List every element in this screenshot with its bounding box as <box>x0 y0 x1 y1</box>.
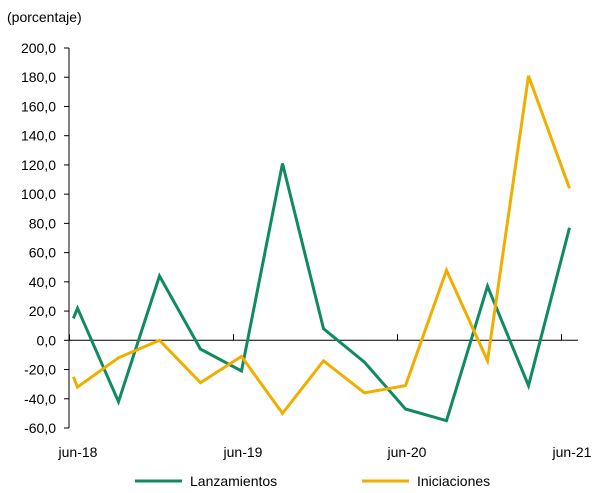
x-axis: jun-18 jun-19 jun-20 jun-21 <box>58 334 592 460</box>
y-tick-label: 0,0 <box>37 332 57 348</box>
y-tick-label: 120,0 <box>21 157 56 173</box>
legend-label: Iniciaciones <box>417 473 490 489</box>
y-tick-label: 180,0 <box>21 69 56 85</box>
y-tick-label: -20,0 <box>24 362 56 378</box>
y-tick-label: 80,0 <box>29 215 56 231</box>
x-tick-label: jun-21 <box>552 444 592 460</box>
x-tick-label: jun-20 <box>387 444 427 460</box>
y-tick-label: -40,0 <box>24 391 56 407</box>
legend-label: Lanzamientos <box>190 473 277 489</box>
y-tick-label: 40,0 <box>29 274 56 290</box>
y-tick-label: 20,0 <box>29 303 56 319</box>
series-line-1 <box>72 163 571 423</box>
x-tick-label: jun-19 <box>223 444 263 460</box>
y-tick-label: 200,0 <box>21 40 56 56</box>
y-tick-label: 60,0 <box>29 245 56 261</box>
series-lines <box>72 75 571 423</box>
y-tick-label: 160,0 <box>21 98 56 114</box>
series-line-2 <box>72 75 571 416</box>
y-axis: 200,0 180,0 160,0 140,0 120,0 100,0 80,0 60,0 40… <box>21 40 70 436</box>
y-tick-label: 100,0 <box>21 186 56 202</box>
y-tick-label: 140,0 <box>21 128 56 144</box>
y-tick-label: -60,0 <box>24 420 56 436</box>
x-tick-label: jun-18 <box>58 444 98 460</box>
legend: Lanzamientos Iniciaciones <box>135 473 490 489</box>
unit-label: (porcentaje) <box>7 9 82 25</box>
